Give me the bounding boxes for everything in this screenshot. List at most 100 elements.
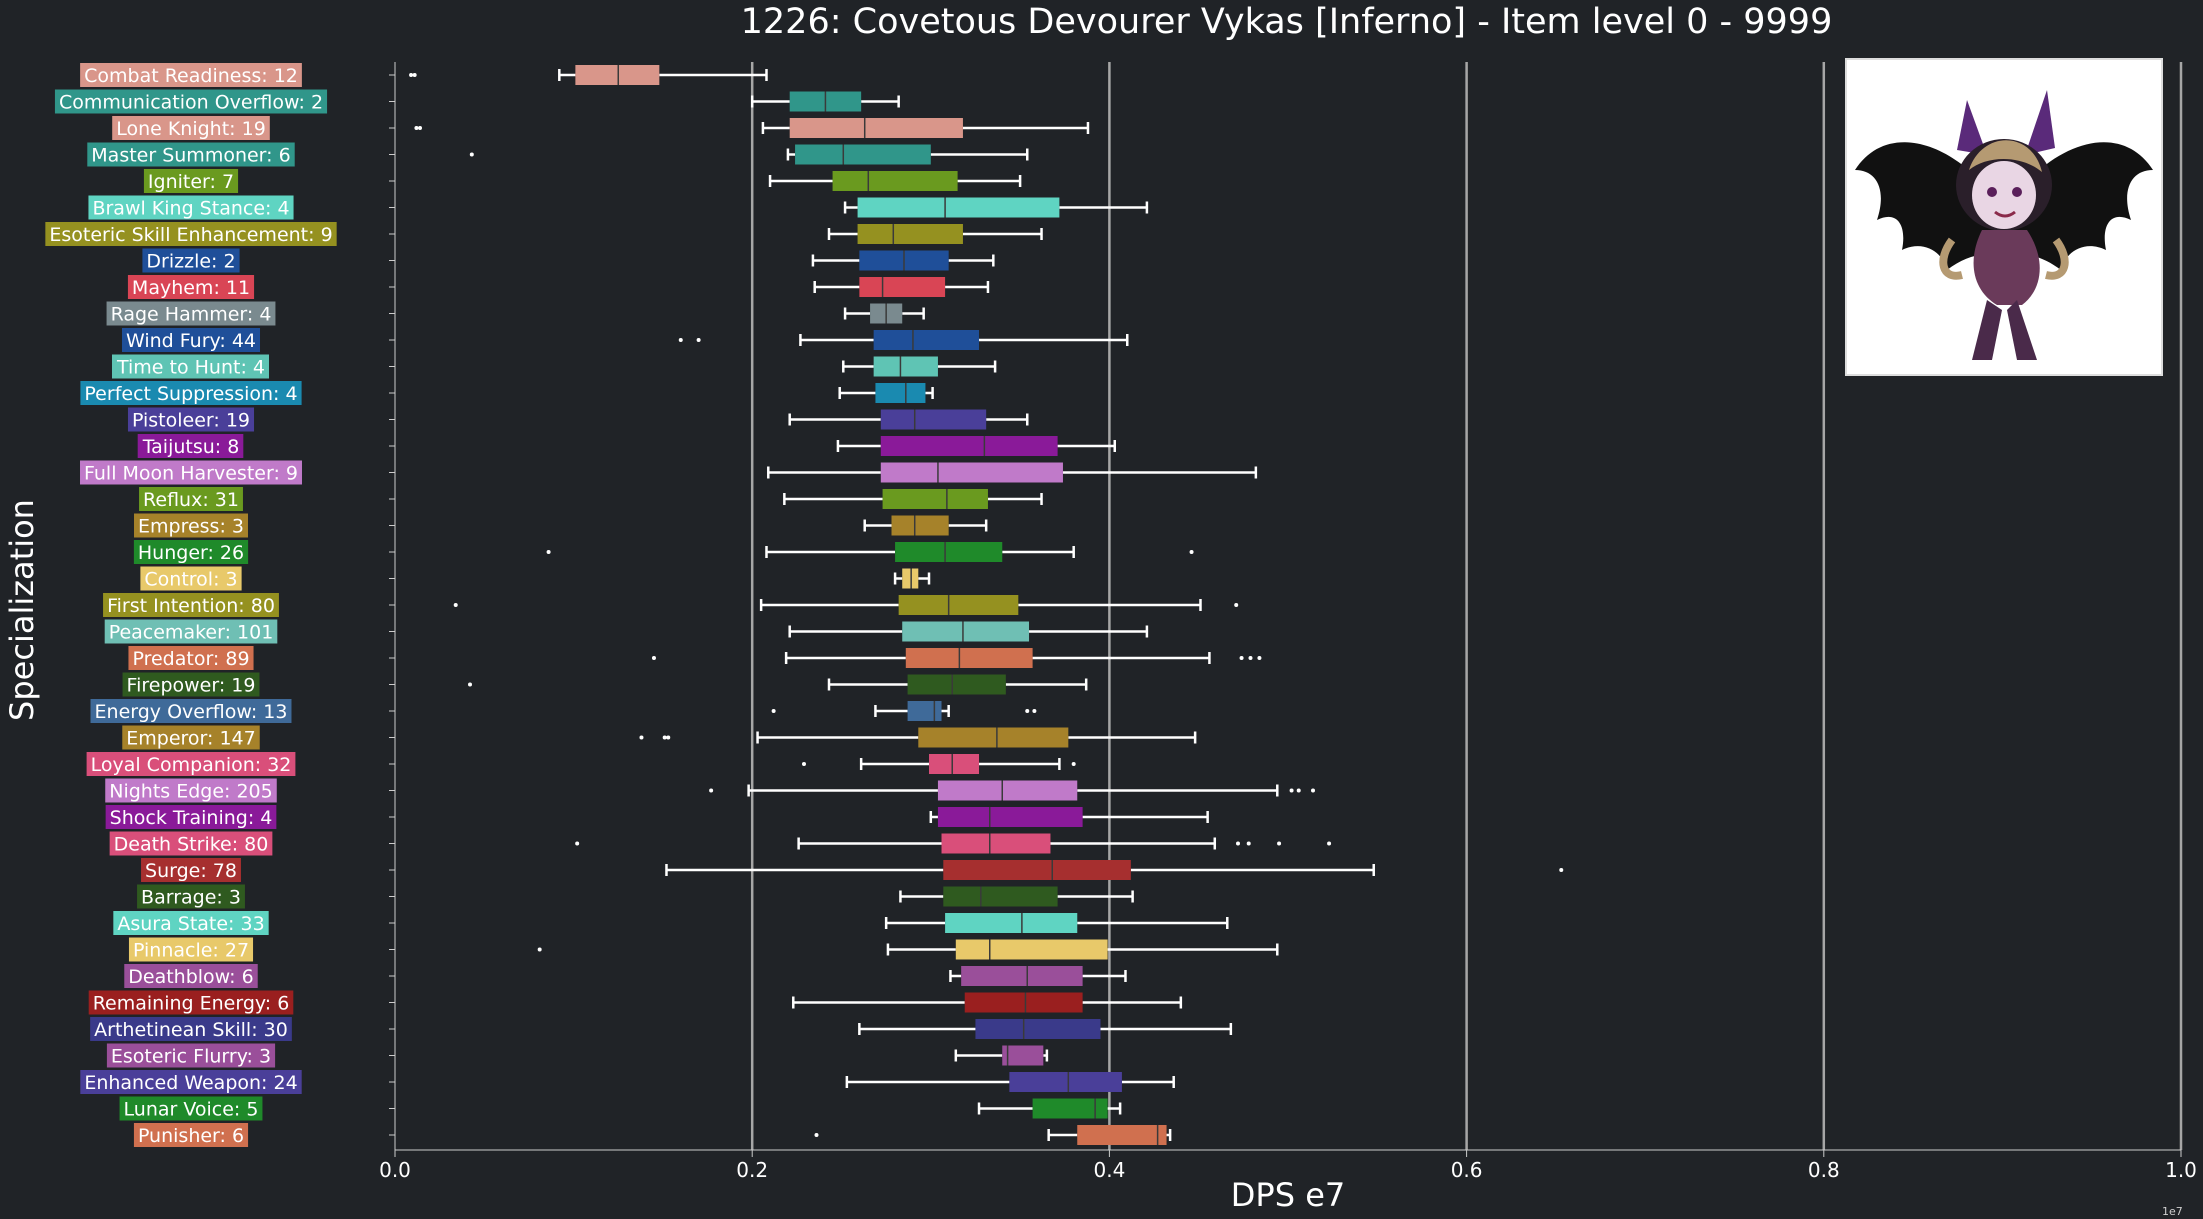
y-tick-label: Deathblow: 6 bbox=[128, 966, 253, 988]
y-tick-label-background bbox=[106, 301, 276, 326]
box-iqr bbox=[873, 356, 938, 377]
y-tick-label: Energy Overflow: 13 bbox=[95, 701, 288, 723]
y-tick-label: Nights Edge: 205 bbox=[109, 781, 273, 803]
y-tick-label-background bbox=[106, 1043, 276, 1068]
y-tick-label-background bbox=[86, 752, 296, 776]
y-tick-label: Brawl King Stance: 4 bbox=[92, 198, 289, 220]
box-iqr bbox=[875, 383, 926, 403]
box-iqr bbox=[929, 754, 980, 774]
x-tick-label: 0.4 bbox=[1093, 1158, 1125, 1182]
y-tick-label: Master Summoner: 6 bbox=[91, 145, 290, 167]
y-tick-label: Death Strike: 80 bbox=[114, 834, 269, 856]
outlier-point bbox=[639, 735, 644, 740]
y-tick-label: Control: 3 bbox=[144, 569, 237, 591]
outlier-point bbox=[709, 788, 714, 793]
y-tick-label: Time to Hunt: 4 bbox=[116, 357, 265, 379]
y-tick-label-background bbox=[128, 646, 254, 670]
x-axis-label: DPS e7 bbox=[1230, 1176, 1346, 1214]
outlier-point bbox=[1248, 656, 1253, 660]
y-tick-label: Esoteric Skill Enhancement: 9 bbox=[49, 224, 332, 246]
y-tick-label-background bbox=[128, 937, 254, 962]
outlier-point bbox=[1311, 788, 1316, 793]
y-tick-label-background bbox=[133, 1123, 249, 1147]
y-tick-label-background bbox=[139, 487, 243, 511]
y-tick-label-background bbox=[143, 169, 239, 193]
y-tick-label: Empress: 3 bbox=[138, 516, 244, 538]
x-tick-label: 0.8 bbox=[1808, 1158, 1840, 1182]
y-tick-label-background bbox=[105, 778, 277, 803]
y-tick-label: Rage Hammer: 4 bbox=[111, 304, 272, 326]
y-tick-label: Taijutsu: 8 bbox=[142, 436, 240, 458]
box-iqr bbox=[918, 727, 1069, 748]
y-tick-label: Drizzle: 2 bbox=[146, 251, 235, 273]
outlier-point bbox=[468, 682, 473, 687]
box-iqr bbox=[961, 966, 1083, 986]
y-tick-label: Firepower: 19 bbox=[127, 675, 256, 697]
box-iqr bbox=[859, 277, 946, 297]
y-tick-label-background bbox=[119, 1096, 263, 1121]
box-iqr bbox=[575, 65, 660, 85]
y-tick-label: Esoteric Flurry: 3 bbox=[111, 1046, 271, 1068]
outlier-point bbox=[666, 735, 671, 740]
y-tick-label-background bbox=[80, 63, 302, 87]
chart-title: 1226: Covetous Devourer Vykas [Inferno] … bbox=[740, 2, 1833, 42]
box-iqr bbox=[902, 621, 1030, 642]
y-tick-label-background bbox=[109, 831, 273, 856]
y-tick-label-background bbox=[45, 222, 337, 246]
box-iqr bbox=[857, 224, 963, 244]
y-tick-label: Peacemaker: 101 bbox=[109, 622, 274, 644]
x-tick-label: 0.6 bbox=[1451, 1158, 1483, 1182]
outlier-point bbox=[1289, 788, 1294, 793]
y-tick-label-background bbox=[137, 434, 244, 458]
outlier-point bbox=[1032, 709, 1037, 713]
y-axis-label: Specialization bbox=[3, 499, 41, 721]
box-iqr bbox=[832, 171, 958, 191]
outlier-point bbox=[696, 338, 701, 342]
y-tick-label: Combat Readiness: 12 bbox=[84, 65, 298, 87]
outlier-point bbox=[1246, 841, 1251, 846]
box-iqr bbox=[955, 939, 1108, 960]
box-iqr bbox=[975, 1019, 1101, 1039]
box-iqr bbox=[880, 436, 1058, 456]
y-tick-label: Lunar Voice: 5 bbox=[124, 1099, 259, 1121]
box-iqr bbox=[891, 515, 949, 536]
y-tick-label: Enhanced Weapon: 24 bbox=[84, 1072, 297, 1094]
outlier-point bbox=[1327, 841, 1332, 846]
y-tick-label-background bbox=[137, 884, 245, 909]
outlier-point bbox=[575, 841, 580, 846]
box-iqr bbox=[895, 542, 1003, 562]
outlier-point bbox=[537, 947, 542, 952]
y-tick-label: Lone Knight: 19 bbox=[116, 118, 266, 140]
box-iqr bbox=[857, 197, 1060, 218]
y-tick-label: Pinnacle: 27 bbox=[133, 940, 249, 962]
outlier-point bbox=[1257, 656, 1262, 660]
box-iqr bbox=[964, 992, 1083, 1013]
y-tick-label-background bbox=[54, 89, 328, 114]
y-tick-label-background bbox=[90, 699, 292, 723]
boss-portrait-image bbox=[1845, 58, 2163, 376]
outlier-point bbox=[771, 709, 776, 713]
y-tick-label-background bbox=[87, 142, 295, 167]
box-iqr bbox=[941, 833, 1051, 854]
y-tick-label: Igniter: 7 bbox=[148, 171, 234, 193]
y-tick-label: Barrage: 3 bbox=[141, 887, 241, 909]
y-tick-label-background bbox=[104, 619, 278, 644]
y-tick-label-background bbox=[122, 672, 260, 697]
y-tick-label-background bbox=[80, 460, 302, 485]
y-tick-label: Communication Overflow: 2 bbox=[59, 92, 323, 114]
y-tick-label: Shock Training: 4 bbox=[110, 807, 273, 829]
outlier-point bbox=[412, 73, 417, 77]
outlier-point bbox=[1071, 762, 1076, 766]
y-tick-label-background bbox=[112, 116, 270, 140]
y-tick-label: Surge: 78 bbox=[145, 860, 237, 882]
box-iqr bbox=[1077, 1125, 1167, 1145]
y-tick-label-background bbox=[103, 593, 279, 617]
outlier-point bbox=[801, 762, 806, 766]
box-iqr bbox=[1002, 1045, 1044, 1066]
y-tick-label: Predator: 89 bbox=[132, 648, 249, 670]
y-tick-label: First Intention: 80 bbox=[107, 595, 275, 617]
outlier-point bbox=[546, 550, 551, 554]
y-tick-label: Arthetinean Skill: 30 bbox=[94, 1019, 288, 1041]
y-tick-label-background bbox=[113, 911, 269, 935]
outlier-point bbox=[453, 603, 458, 607]
